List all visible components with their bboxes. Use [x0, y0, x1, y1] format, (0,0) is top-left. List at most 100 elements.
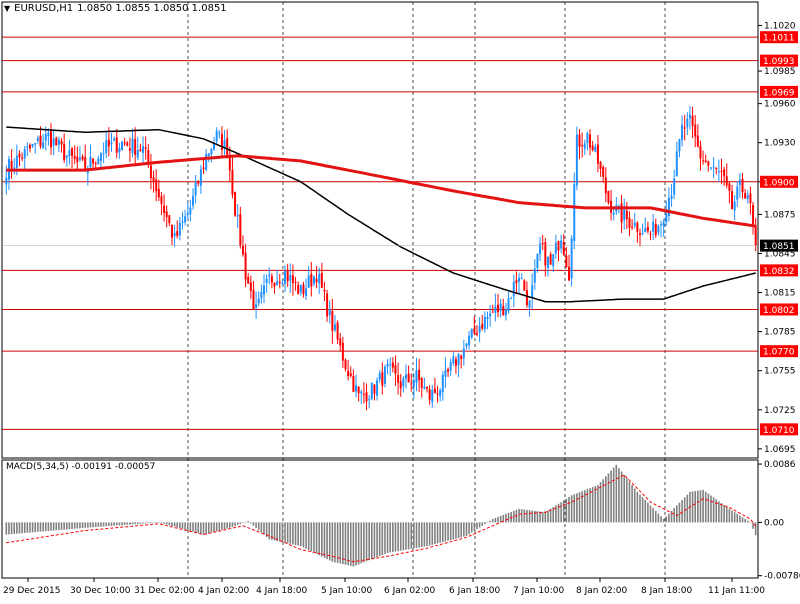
macd-bar	[647, 502, 649, 523]
candle-bull	[709, 167, 712, 169]
dropdown-arrow-icon[interactable]: ▼	[4, 4, 11, 13]
macd-bar	[334, 522, 336, 563]
macd-bar	[549, 508, 552, 523]
macd-bar	[413, 522, 415, 549]
macd-bar	[723, 505, 725, 523]
macd-bar	[536, 511, 539, 523]
macd-bar	[260, 522, 263, 533]
macd-bar	[265, 522, 268, 538]
macd-bar	[305, 522, 307, 549]
macd-bar	[386, 522, 389, 553]
macd-bar	[576, 493, 578, 523]
macd-bar	[194, 522, 197, 533]
macd-bar	[447, 522, 449, 541]
candle-bull	[662, 221, 665, 227]
macd-bar	[26, 522, 29, 533]
macd-bar	[286, 522, 289, 544]
macd-bar	[39, 522, 42, 532]
macd-bar	[460, 522, 462, 538]
candle-bear	[10, 160, 13, 169]
price-level-label: 1.0969	[763, 88, 795, 98]
x-tick-label: 29 Dec 2015	[3, 586, 61, 596]
candle-bear	[73, 156, 76, 159]
candle-bear	[310, 273, 313, 287]
macd-bar	[686, 494, 689, 523]
macd-bar	[378, 522, 381, 557]
candle-bull	[499, 303, 502, 311]
macd-bar	[268, 522, 271, 540]
candle-bull	[194, 182, 197, 196]
macd-bar	[660, 516, 662, 523]
candle-bull	[570, 238, 573, 279]
macd-bar	[52, 522, 55, 531]
macd-bar	[752, 522, 754, 529]
macd-bar	[586, 489, 589, 523]
candle-bull	[113, 138, 116, 141]
candle-bull	[512, 281, 515, 297]
candle-bull	[612, 212, 615, 215]
candle-bull	[13, 167, 16, 169]
price-level-box	[760, 345, 798, 358]
candle-bull	[131, 138, 134, 154]
macd-header: MACD(5,34,5) -0.00191 -0.00057	[6, 462, 155, 472]
candle-bull	[355, 385, 358, 392]
candle-bull	[376, 380, 379, 396]
macd-bar	[678, 502, 681, 523]
candle-bear	[39, 135, 42, 147]
macd-bar	[741, 517, 744, 523]
candle-bull	[378, 373, 381, 380]
candle-bear	[694, 124, 697, 137]
macd-bar	[531, 510, 533, 523]
macd-bar	[352, 522, 355, 567]
macd-bar	[234, 522, 236, 526]
macd-signal-line	[6, 474, 757, 563]
candle-bear	[720, 171, 723, 173]
macd-bar	[339, 522, 342, 564]
candle-bull	[586, 133, 589, 144]
x-tick-label: 31 Dec 02:00	[134, 586, 195, 596]
symbol-label: EURUSD,H1	[14, 3, 74, 14]
candle-bull	[299, 285, 302, 293]
macd-bar	[50, 522, 52, 531]
macd-bar	[163, 522, 165, 524]
candle-bull	[307, 275, 310, 288]
candle-bull	[483, 316, 486, 330]
macd-bar	[494, 517, 497, 523]
candle-bull	[441, 374, 444, 393]
macd-bar	[300, 522, 302, 547]
macd-bar	[79, 522, 81, 529]
macd-bar	[497, 516, 499, 523]
candle-bear	[565, 255, 568, 268]
candle-bear	[447, 369, 450, 372]
candle-bear	[649, 233, 652, 235]
macd-bar	[473, 522, 476, 531]
macd-bar	[694, 491, 697, 523]
candle-bear	[581, 145, 584, 147]
macd-bar	[102, 522, 105, 527]
macd-bar	[426, 522, 428, 547]
macd-bar	[68, 522, 71, 530]
macd-bar	[13, 522, 16, 534]
candle-bull	[486, 316, 489, 319]
macd-bar	[37, 522, 39, 532]
macd-bar	[615, 464, 618, 523]
candle-bear	[165, 211, 168, 218]
macd-bar	[210, 522, 213, 533]
macd-bar	[512, 510, 515, 523]
candle-bull	[42, 142, 45, 149]
candle-bull	[660, 224, 663, 226]
candle-bull	[573, 184, 576, 241]
candle-bear	[349, 373, 352, 377]
x-tick-label: 8 Jan 02:00	[576, 586, 628, 596]
price-level-box	[760, 54, 798, 67]
macd-bar	[555, 505, 557, 523]
candle-bull	[528, 300, 531, 308]
candle-bull	[667, 198, 670, 216]
candle-bull	[594, 146, 597, 152]
macd-bar	[189, 522, 192, 532]
candle-bear	[420, 377, 423, 388]
macd-bar	[18, 522, 21, 534]
candle-bull	[539, 243, 542, 255]
